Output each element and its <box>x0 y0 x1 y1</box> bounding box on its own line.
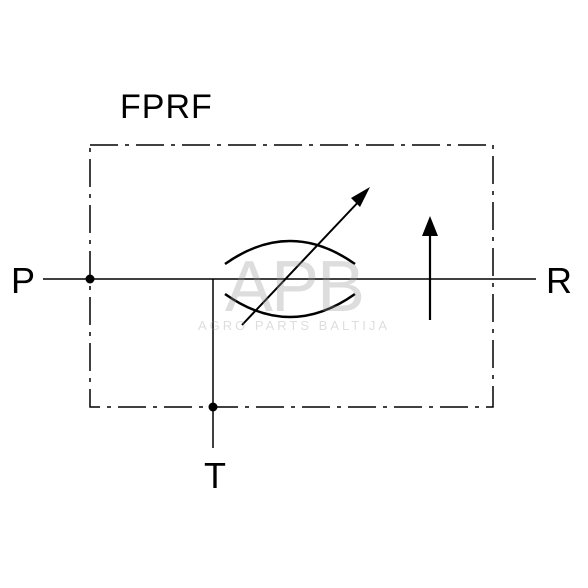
adjust-arrow-line <box>242 197 363 325</box>
throttle-arc-bottom <box>225 294 355 317</box>
schematic-svg <box>0 0 588 588</box>
enclosure-box <box>90 145 493 407</box>
adjust-arrow-head <box>351 187 370 207</box>
port-label-r: R <box>546 260 572 302</box>
port-p-node <box>86 275 95 284</box>
port-label-p: P <box>11 260 35 302</box>
port-label-t: T <box>204 455 226 497</box>
flow-arrow-head <box>422 216 438 236</box>
diagram-title: FPRF <box>120 88 213 127</box>
port-t-node <box>209 403 218 412</box>
throttle-arc-top <box>225 241 355 264</box>
